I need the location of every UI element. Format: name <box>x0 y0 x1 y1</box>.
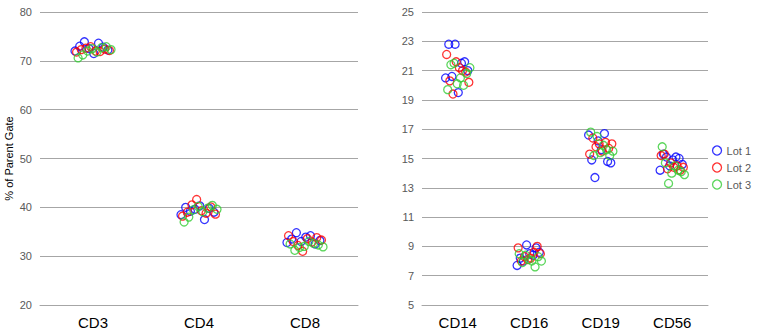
svg-text:Lot 3: Lot 3 <box>727 179 751 191</box>
svg-text:% of Parent Gate: % of Parent Gate <box>3 116 15 200</box>
svg-text:Lot 2: Lot 2 <box>727 162 751 174</box>
svg-text:11: 11 <box>403 211 414 223</box>
svg-text:70: 70 <box>20 55 32 67</box>
svg-text:CD16: CD16 <box>510 314 548 331</box>
svg-text:25: 25 <box>402 6 414 18</box>
svg-text:23: 23 <box>402 35 414 47</box>
svg-text:40: 40 <box>20 201 32 213</box>
svg-text:5: 5 <box>408 299 414 311</box>
svg-text:21: 21 <box>402 65 414 77</box>
svg-text:17: 17 <box>402 123 414 135</box>
svg-text:CD3: CD3 <box>78 314 108 331</box>
svg-text:CD14: CD14 <box>439 314 477 331</box>
svg-text:50: 50 <box>20 153 32 165</box>
svg-text:60: 60 <box>20 104 32 116</box>
svg-text:CD8: CD8 <box>290 314 320 331</box>
svg-text:20: 20 <box>20 299 32 311</box>
svg-text:CD4: CD4 <box>184 314 214 331</box>
svg-text:13: 13 <box>402 182 414 194</box>
svg-text:7: 7 <box>408 270 414 282</box>
svg-text:19: 19 <box>402 94 414 106</box>
svg-text:Lot 1: Lot 1 <box>727 145 751 157</box>
svg-text:9: 9 <box>408 240 414 252</box>
svg-text:15: 15 <box>402 153 414 165</box>
svg-text:CD19: CD19 <box>582 314 620 331</box>
svg-text:30: 30 <box>20 250 32 262</box>
svg-text:CD56: CD56 <box>653 314 691 331</box>
svg-text:80: 80 <box>20 6 32 18</box>
